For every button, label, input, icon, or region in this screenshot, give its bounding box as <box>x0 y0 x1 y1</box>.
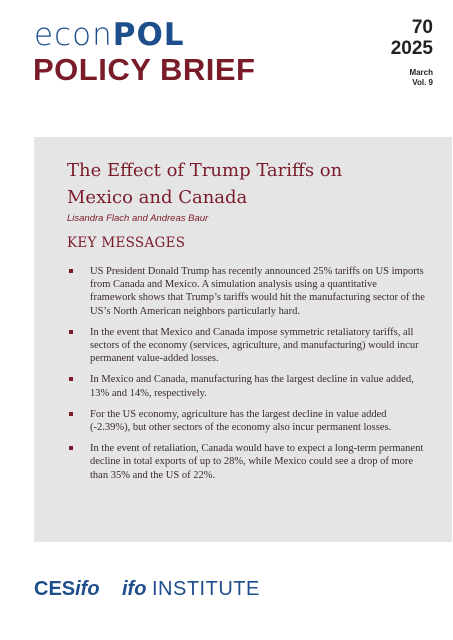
issue-volume: Vol. 9 <box>412 78 433 87</box>
econpol-logo: econPOL <box>34 18 185 52</box>
key-message-text: In the event of retaliation, Canada woul… <box>90 443 424 481</box>
key-message-2: In the event that Mexico and Canada impo… <box>67 326 425 366</box>
issue-info: 70 2025 March Vol. 9 <box>391 18 433 88</box>
cesifo-logo: CESifo <box>34 576 100 602</box>
issue-month: March <box>409 68 433 77</box>
ifo-institute-logo: ifo INSTITUTE <box>122 576 260 602</box>
key-message-text: For the US economy, agriculture has the … <box>90 408 392 434</box>
issue-year: 2025 <box>390 38 433 59</box>
key-message-text: In the event that Mexico and Canada impo… <box>90 326 419 365</box>
key-message-5: In the event of retaliation, Canada woul… <box>67 442 425 482</box>
key-message-text: In Mexico and Canada, manufacturing has … <box>90 374 414 399</box>
series-title: POLICY BRIEF <box>33 52 256 87</box>
bullet-icon <box>69 411 73 416</box>
cesifo-logo-ces: CES <box>34 578 76 600</box>
bullet-icon <box>69 329 73 334</box>
key-messages-panel: The Effect of Trump Tariffs on Mexico an… <box>34 137 452 542</box>
key-message-3: In Mexico and Canada, manufacturing has … <box>67 373 425 399</box>
brief-title: The Effect of Trump Tariffs on Mexico an… <box>67 160 343 208</box>
key-message-4: For the US economy, agriculture has the … <box>67 408 425 434</box>
key-messages-list: US President Donald Trump has recently a… <box>67 265 425 490</box>
ifo-logo-ifo: ifo <box>122 578 147 600</box>
cesifo-logo-ifo: ifo <box>75 578 100 600</box>
key-messages-heading: KEY MESSAGES <box>67 235 186 251</box>
logo-pol-text: POL <box>112 17 185 53</box>
bullet-icon <box>69 446 73 451</box>
logo-econ-text: econ <box>34 17 113 53</box>
key-message-text: US President Donald Trump has recently a… <box>90 266 425 317</box>
bullet-icon <box>69 377 73 382</box>
key-message-1: US President Donald Trump has recently a… <box>67 265 425 318</box>
authors: Lisandra Flach and Andreas Baur <box>67 213 209 224</box>
bullet-icon <box>69 269 73 273</box>
issue-number: 70 <box>411 17 433 38</box>
ifo-logo-institute: INSTITUTE <box>152 578 260 600</box>
